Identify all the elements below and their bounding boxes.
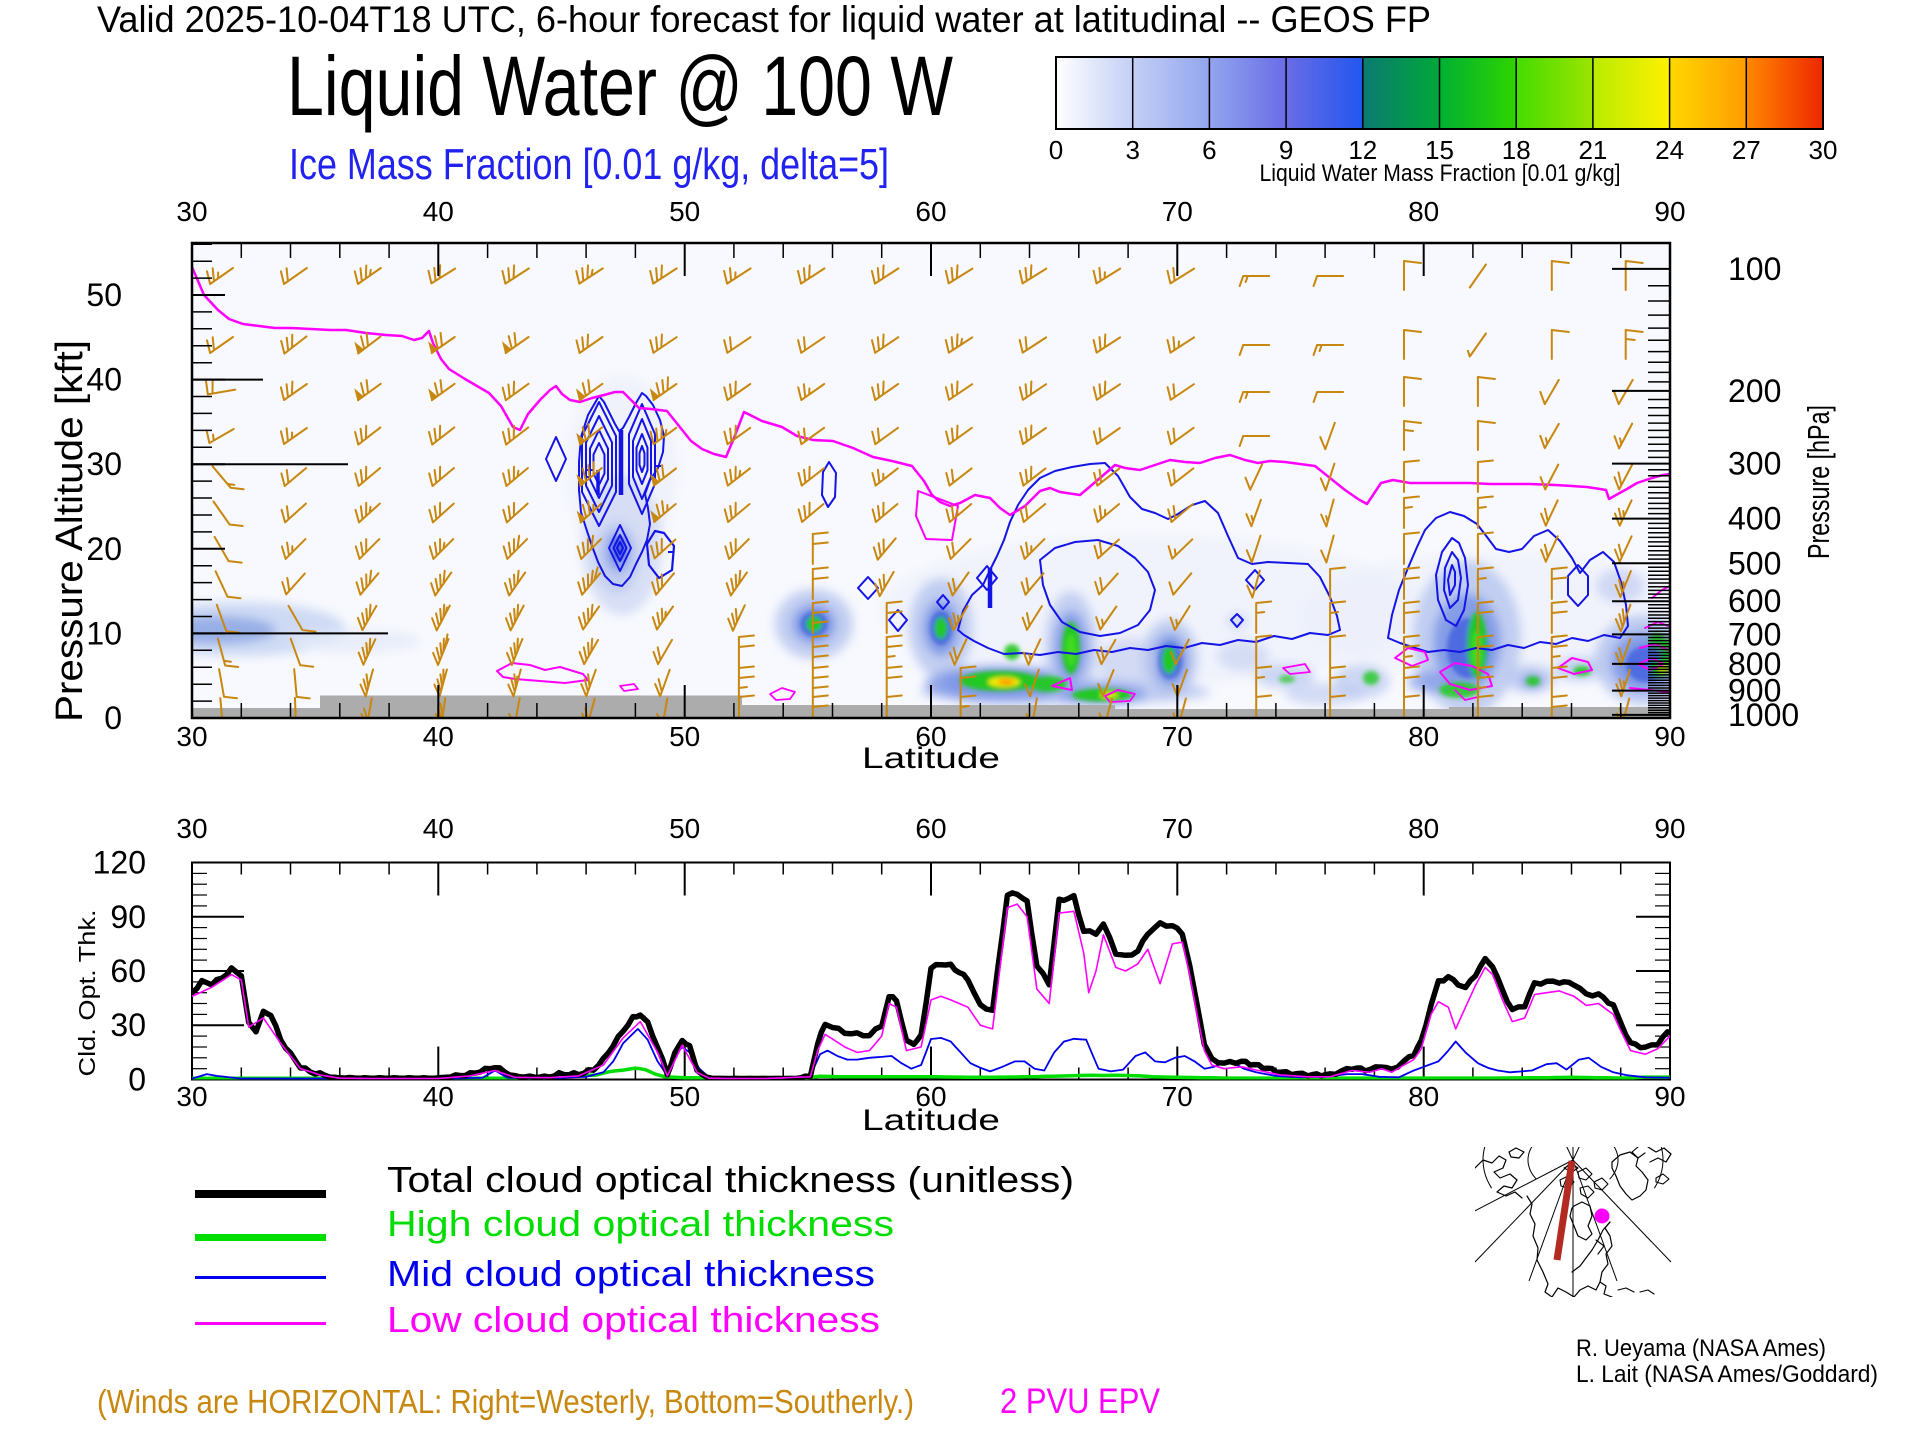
svg-text:30: 30 xyxy=(176,813,207,844)
svg-text:27: 27 xyxy=(1732,135,1761,165)
svg-text:90: 90 xyxy=(110,899,146,935)
svg-text:40: 40 xyxy=(423,813,454,844)
svg-text:90: 90 xyxy=(1654,196,1685,227)
svg-text:70: 70 xyxy=(1162,196,1193,227)
svg-text:50: 50 xyxy=(669,196,700,227)
svg-text:Valid 2025-10-04T18 UTC, 6-hou: Valid 2025-10-04T18 UTC, 6-hour forecast… xyxy=(97,0,1431,40)
svg-text:60: 60 xyxy=(110,953,146,989)
svg-text:400: 400 xyxy=(1728,501,1781,537)
svg-text:30: 30 xyxy=(176,721,207,752)
svg-text:70: 70 xyxy=(1162,813,1193,844)
svg-text:800: 800 xyxy=(1728,646,1781,682)
svg-text:60: 60 xyxy=(915,721,946,752)
svg-text:L. Lait (NASA Ames/Goddard): L. Lait (NASA Ames/Goddard) xyxy=(1576,1361,1878,1388)
svg-text:500: 500 xyxy=(1728,545,1781,581)
svg-text:3: 3 xyxy=(1125,135,1139,165)
svg-text:40: 40 xyxy=(423,196,454,227)
svg-text:200: 200 xyxy=(1728,373,1781,409)
svg-text:40: 40 xyxy=(423,721,454,752)
svg-text:40: 40 xyxy=(86,362,122,398)
svg-text:40: 40 xyxy=(423,1081,454,1112)
svg-text:R. Ueyama (NASA Ames): R. Ueyama (NASA Ames) xyxy=(1576,1335,1826,1362)
svg-text:120: 120 xyxy=(93,845,146,881)
svg-text:100: 100 xyxy=(1728,251,1781,287)
svg-text:0: 0 xyxy=(128,1062,146,1098)
svg-text:Pressure Altitude [kft]: Pressure Altitude [kft] xyxy=(49,340,91,722)
svg-text:70: 70 xyxy=(1162,1081,1193,1112)
svg-text:80: 80 xyxy=(1408,813,1439,844)
svg-text:Ice Mass Fraction [0.01 g/kg,: Ice Mass Fraction [0.01 g/kg, delta=5] xyxy=(289,140,889,189)
svg-text:50: 50 xyxy=(669,813,700,844)
svg-text:24: 24 xyxy=(1655,135,1684,165)
svg-text:18: 18 xyxy=(1502,135,1531,165)
svg-text:80: 80 xyxy=(1408,196,1439,227)
svg-text:Latitude: Latitude xyxy=(862,742,1000,775)
svg-text:30: 30 xyxy=(176,1081,207,1112)
svg-text:30: 30 xyxy=(110,1007,146,1043)
svg-text:0: 0 xyxy=(104,700,122,736)
svg-text:21: 21 xyxy=(1578,135,1607,165)
svg-text:Liquid Water Mass Fraction [0.: Liquid Water Mass Fraction [0.01 g/kg] xyxy=(1260,160,1621,187)
svg-text:600: 600 xyxy=(1728,583,1781,619)
svg-text:(Winds are HORIZONTAL: Right=W: (Winds are HORIZONTAL: Right=Westerly, B… xyxy=(97,1383,914,1420)
svg-text:Total cloud optical thickness: Total cloud optical thickness (unitless) xyxy=(387,1159,1074,1200)
svg-text:60: 60 xyxy=(915,813,946,844)
svg-text:Low cloud optical thickness: Low cloud optical thickness xyxy=(387,1299,880,1340)
svg-text:50: 50 xyxy=(669,721,700,752)
svg-text:30: 30 xyxy=(176,196,207,227)
svg-text:90: 90 xyxy=(1654,721,1685,752)
svg-text:Pressure [hPa]: Pressure [hPa] xyxy=(1801,405,1836,559)
svg-text:80: 80 xyxy=(1408,721,1439,752)
svg-text:30: 30 xyxy=(1809,135,1838,165)
svg-text:2 PVU EPV: 2 PVU EPV xyxy=(1000,1382,1161,1421)
svg-text:High cloud optical thickness: High cloud optical thickness xyxy=(387,1203,894,1244)
svg-text:700: 700 xyxy=(1728,616,1781,652)
svg-text:60: 60 xyxy=(915,1081,946,1112)
svg-text:6: 6 xyxy=(1202,135,1216,165)
svg-text:60: 60 xyxy=(915,196,946,227)
svg-text:300: 300 xyxy=(1728,446,1781,482)
svg-text:0: 0 xyxy=(1049,135,1063,165)
svg-text:90: 90 xyxy=(1654,1081,1685,1112)
svg-text:900: 900 xyxy=(1728,673,1781,709)
svg-text:Cld. Opt. Thk.: Cld. Opt. Thk. xyxy=(74,910,100,1077)
svg-text:Latitude: Latitude xyxy=(862,1104,1000,1137)
svg-text:Liquid Water @ 100 W: Liquid Water @ 100 W xyxy=(287,39,953,133)
svg-text:Mid cloud optical thickness: Mid cloud optical thickness xyxy=(387,1253,875,1294)
svg-text:30: 30 xyxy=(86,446,122,482)
svg-text:1000: 1000 xyxy=(1728,697,1799,733)
svg-text:70: 70 xyxy=(1162,721,1193,752)
svg-text:50: 50 xyxy=(669,1081,700,1112)
svg-text:90: 90 xyxy=(1654,813,1685,844)
svg-text:12: 12 xyxy=(1348,135,1377,165)
svg-text:20: 20 xyxy=(86,531,122,567)
svg-text:50: 50 xyxy=(86,277,122,313)
svg-text:15: 15 xyxy=(1425,135,1454,165)
svg-text:10: 10 xyxy=(86,615,122,651)
svg-text:80: 80 xyxy=(1408,1081,1439,1112)
svg-text:9: 9 xyxy=(1279,135,1293,165)
